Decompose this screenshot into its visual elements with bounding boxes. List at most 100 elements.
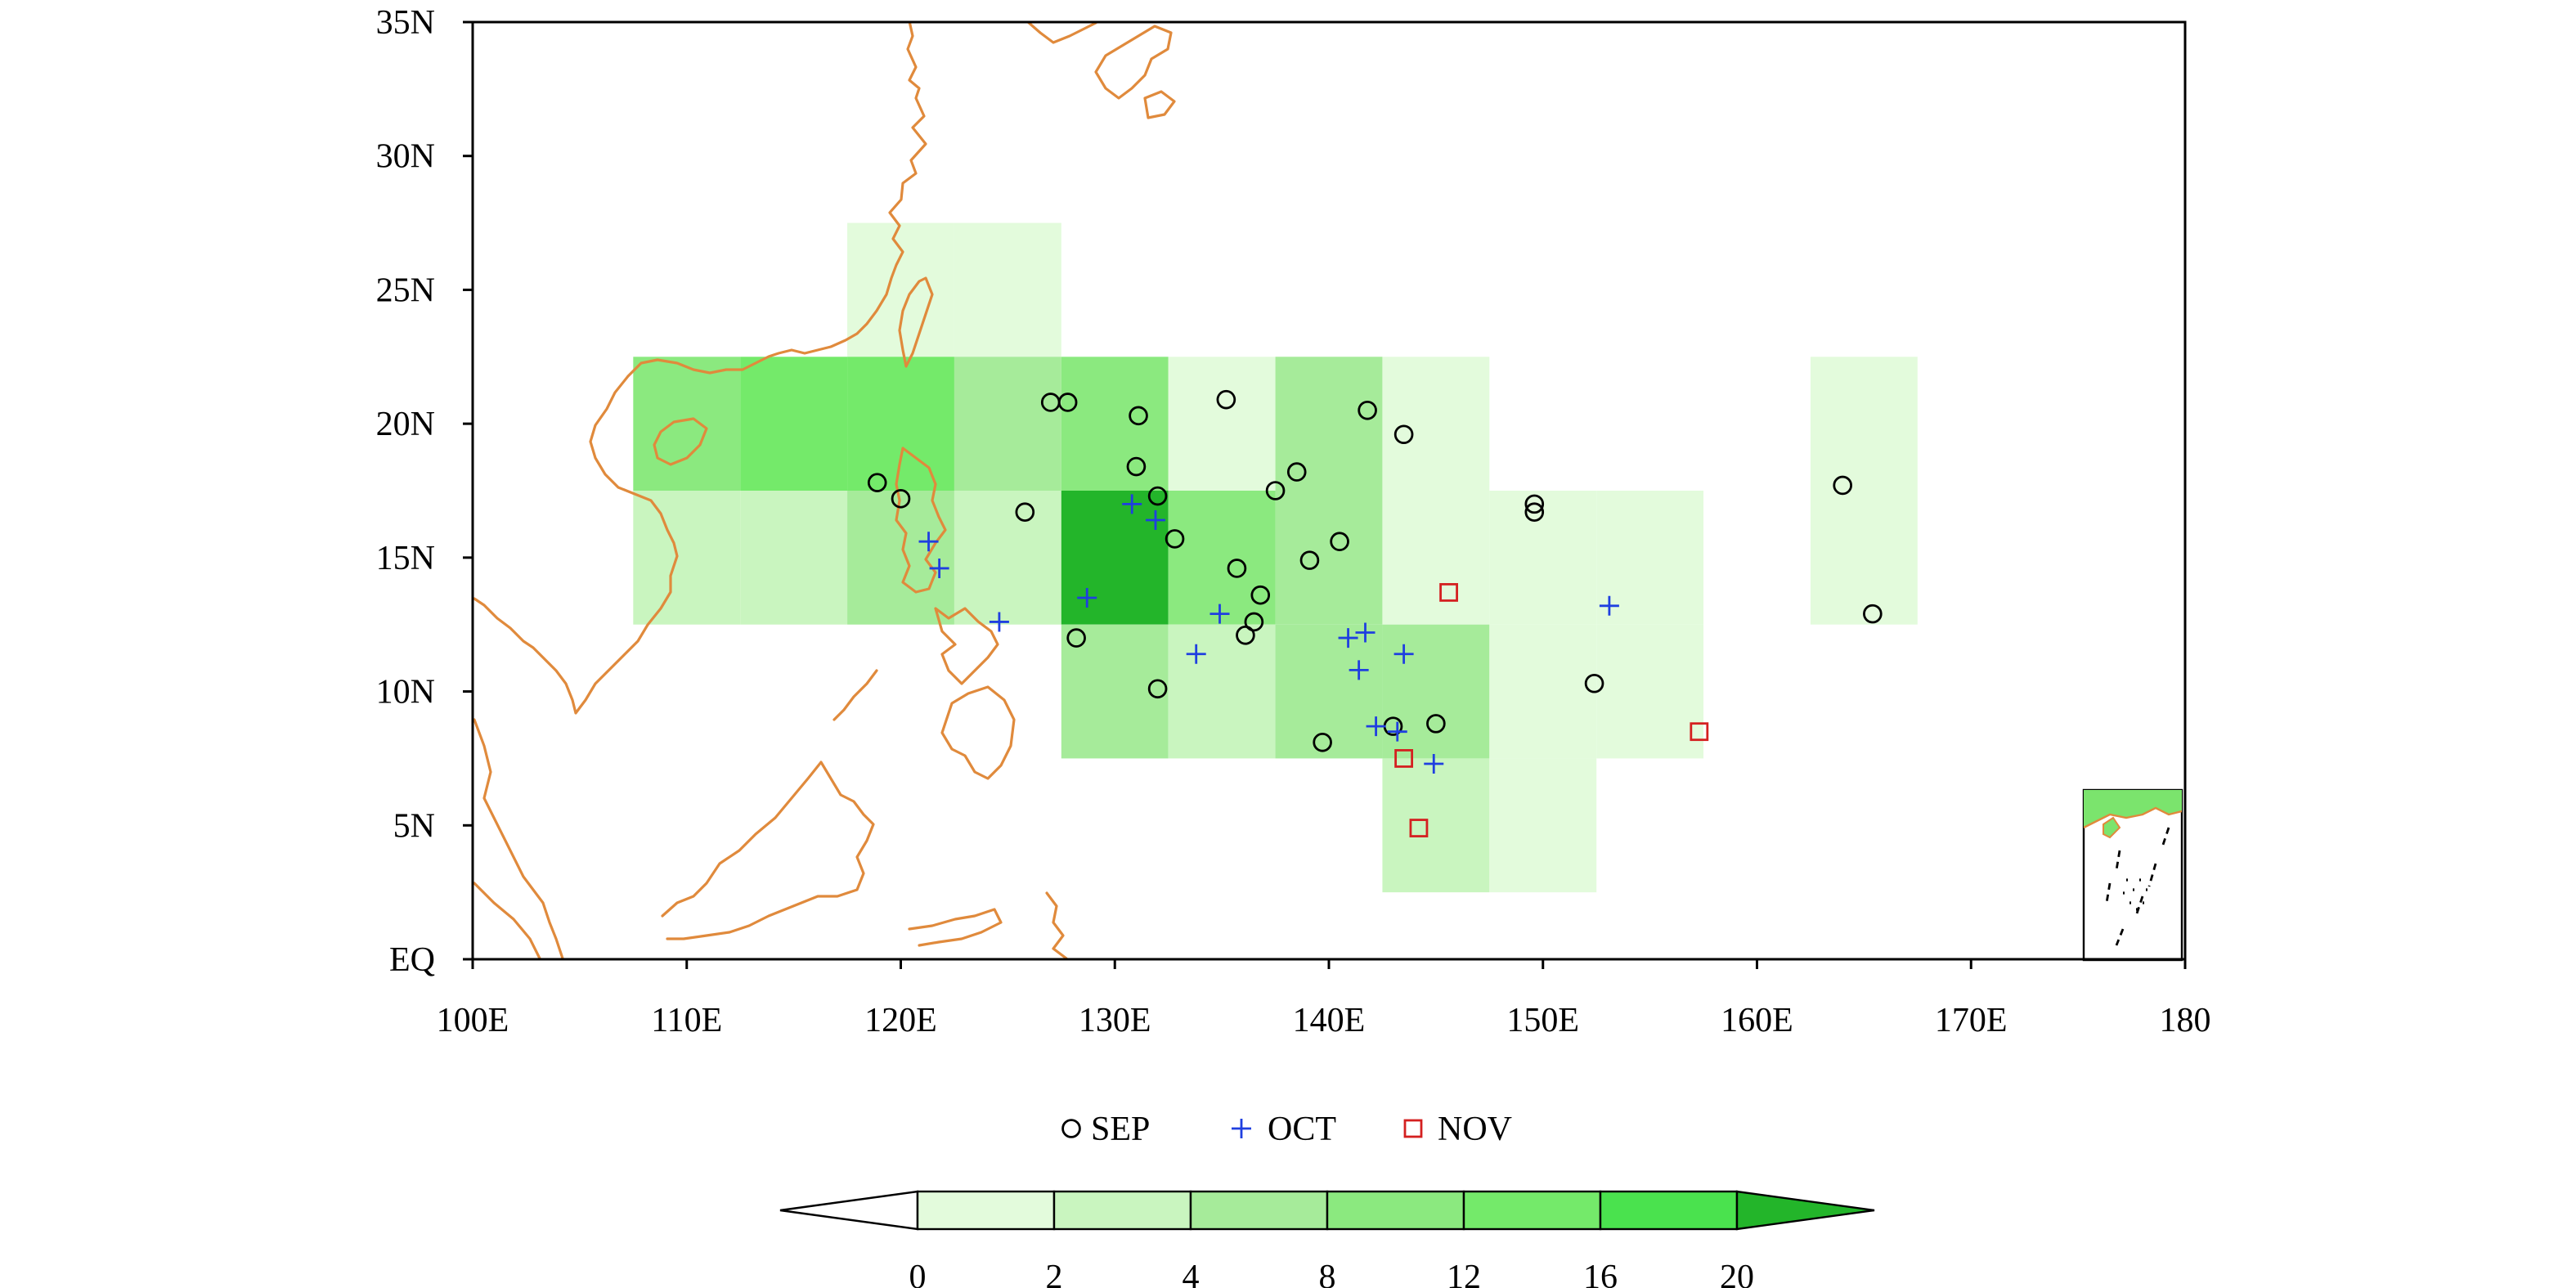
y-tick-label: EQ [389,941,435,979]
y-tick-label: 30N [376,138,435,176]
density-cell [1810,357,1918,491]
density-cell [1596,624,1704,759]
colorbar-label: 0 [909,1259,927,1288]
density-cell [1061,624,1169,759]
inset-dots [2123,878,2147,911]
density-cell [847,491,954,625]
oct-marker [1366,716,1386,737]
density-cell [847,357,954,491]
oct-marker [929,558,949,578]
x-tick-label: 100E [437,1002,509,1039]
inset-map [2082,788,2183,962]
inset-dashes [2105,827,2170,946]
legend-nov-label: NOV [1438,1111,1512,1148]
oct-marker [918,532,939,552]
legend-oct-marker [1232,1119,1251,1138]
density-cell [633,491,741,625]
oct-marker [1349,660,1369,680]
x-tick-label: 150E [1506,1002,1579,1039]
y-tick-label: 35N [376,4,435,42]
sep-marker [1126,456,1147,477]
density-cell [1382,357,1490,491]
sep-marker [1286,462,1307,482]
y-tick-label: 5N [393,807,435,845]
oct-marker [1122,494,1142,514]
inset-island [2103,816,2121,839]
nov-marker [1439,583,1458,602]
density-cell [1275,357,1383,491]
coastline-mindanao [940,685,1016,780]
y-tick-label: 25N [376,272,435,309]
density-cell [1168,357,1276,491]
y-tick-label: 10N [376,674,435,711]
coastline-japan-kyushu [1094,25,1173,100]
density-cell [954,222,1061,357]
legend-sep-label: SEP [1091,1111,1150,1148]
coastline-visayas [934,607,999,685]
sep-marker [1236,626,1255,645]
coastlines [473,22,1176,959]
density-grid [633,222,1918,893]
nov-marker [1409,819,1429,837]
x-tick-label: 110E [651,1002,722,1039]
legend: SEP OCT NOV [1061,1111,1512,1148]
density-cell [1382,758,1490,893]
sep-marker [1584,673,1604,693]
density-cell [1489,758,1597,893]
sep-marker [1330,532,1349,552]
density-cell [740,357,848,491]
coastline-mainland [473,22,927,715]
density-cell [1061,357,1169,491]
density-cell [1382,624,1490,759]
nov-marker [1690,722,1709,742]
density-cell [1810,491,1918,625]
oct-marker [1186,644,1206,664]
x-tick-label: 120E [864,1002,937,1039]
coastline-japan-shikoku [1143,90,1176,119]
coastline-sulawesi [908,908,1003,947]
oct-marker [1387,721,1407,742]
sep-marker [1147,679,1168,699]
coastline-malay [473,718,564,959]
oct-marker [1424,753,1444,774]
sep-marker [1426,714,1446,734]
colorbar-min-triangle [779,1190,919,1231]
x-tick-label: 160E [1721,1002,1793,1039]
sep-marker [1216,389,1236,410]
density-cell [954,357,1061,491]
density-cell [740,491,848,625]
nov-marker [1394,749,1414,768]
colorbar-segment [1326,1190,1465,1231]
x-tick-label: 170E [1935,1002,2008,1039]
density-cell [1489,624,1597,759]
sep-marker [1057,393,1078,412]
cyclone-markers [867,389,1883,837]
sep-marker [1129,406,1148,426]
oct-marker [1599,595,1619,616]
sep-marker [1227,559,1247,578]
sep-marker [1244,612,1264,632]
colorbar-label: 12 [1447,1259,1481,1288]
sep-marker [1147,486,1168,506]
sep-marker [1265,481,1286,500]
coastline-borneo [661,761,875,940]
colorbar: 0 2 4 8 12 16 20 [779,1190,1875,1288]
colorbar-label: 20 [1720,1259,1754,1288]
oct-marker [1077,587,1097,608]
y-tick-label: 15N [376,540,435,577]
sep-marker [1015,502,1035,522]
oct-marker [989,612,1009,632]
colorbar-max-triangle [1735,1190,1875,1231]
x-tick-label: 140E [1293,1002,1366,1039]
sep-marker [1358,400,1377,420]
colorbar-label: 2 [1046,1259,1063,1288]
colorbar-segment [1189,1190,1329,1231]
density-cell [1168,624,1276,759]
legend-sep-marker [1061,1119,1081,1138]
colorbar-label: 16 [1583,1259,1618,1288]
oct-marker [1209,604,1230,624]
x-tick-label: 180 [2160,1002,2211,1039]
x-tick-label: 130E [1079,1002,1151,1039]
sep-marker [1863,604,1883,624]
